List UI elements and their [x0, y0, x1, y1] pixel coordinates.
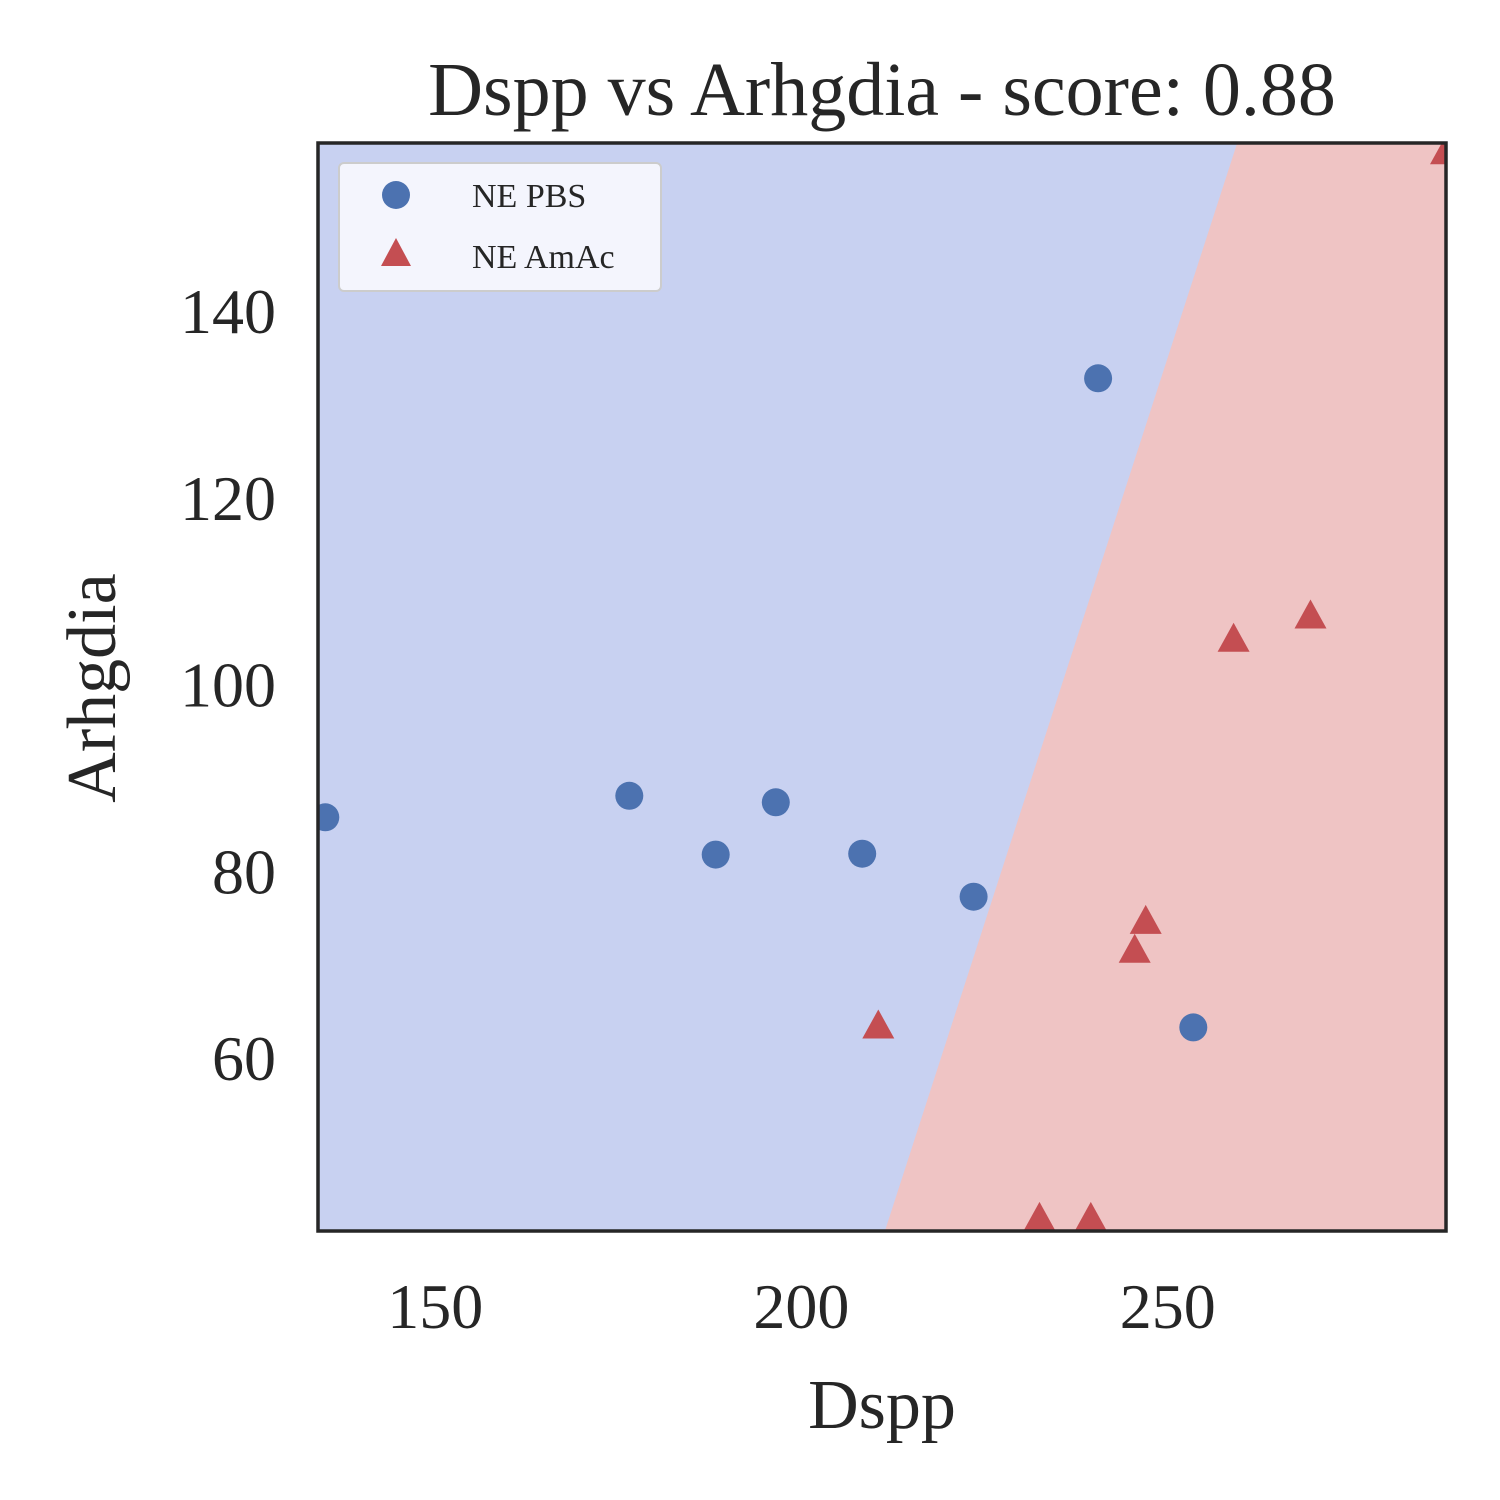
ne-pbs-point-1 — [615, 781, 644, 810]
region-right — [884, 143, 1446, 1231]
x-tick-label-200: 200 — [753, 1271, 849, 1342]
legend-box — [338, 162, 662, 292]
legend: NE PBS NE AmAc — [338, 162, 662, 292]
legend-marker-ne-amac — [381, 238, 411, 266]
ne-pbs-point-3 — [761, 788, 790, 817]
ne-amac-point-1 — [1023, 1201, 1056, 1231]
ne-amac-point-0 — [862, 1009, 895, 1039]
y-axis-label: Arhgdia — [54, 573, 131, 802]
y-tick-labels: 60 80 100 120 140 — [180, 276, 276, 1094]
y-tick-label-60: 60 — [212, 1023, 276, 1094]
ne-pbs-point-5 — [959, 882, 988, 911]
ne-pbs-point-0 — [318, 803, 340, 832]
data-points — [318, 143, 1446, 1231]
x-tick-labels: 150 200 250 — [387, 1271, 1215, 1342]
legend-marker-ne-pbs — [382, 181, 410, 209]
ne-pbs-point-7 — [1179, 1013, 1208, 1042]
ne-amac-point-4 — [1129, 904, 1162, 934]
ne-pbs-point-2 — [701, 840, 730, 869]
x-tick-label-150: 150 — [387, 1271, 483, 1342]
ne-pbs-point-6 — [1084, 364, 1113, 393]
legend-label-ne-amac: NE AmAc — [472, 239, 615, 276]
ne-amac-point-3 — [1118, 933, 1151, 963]
y-tick-label-120: 120 — [180, 463, 276, 534]
plot-area — [316, 141, 1448, 1233]
y-tick-label-140: 140 — [180, 276, 276, 347]
x-tick-label-250: 250 — [1120, 1271, 1216, 1342]
plot-frame — [316, 141, 1448, 1233]
ne-amac-point-6 — [1294, 599, 1327, 629]
ne-amac-point-2 — [1074, 1201, 1107, 1231]
x-axis-label: Dspp — [808, 1367, 956, 1444]
ne-amac-point-5 — [1217, 622, 1250, 652]
y-tick-label-80: 80 — [212, 836, 276, 907]
chart-title: Dspp vs Arhgdia - score: 0.88 — [428, 48, 1336, 132]
y-tick-label-100: 100 — [180, 650, 276, 721]
ne-amac-point-7 — [1430, 143, 1446, 165]
ne-pbs-point-4 — [848, 839, 877, 868]
legend-label-ne-pbs: NE PBS — [472, 178, 586, 215]
